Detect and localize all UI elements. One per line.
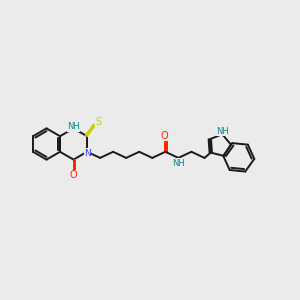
Text: O: O	[70, 170, 77, 180]
Text: O: O	[161, 130, 169, 141]
Text: S: S	[95, 117, 101, 127]
Text: N: N	[84, 149, 91, 158]
Text: NH: NH	[67, 122, 80, 131]
Text: NH: NH	[217, 127, 229, 136]
Text: NH: NH	[172, 159, 185, 168]
